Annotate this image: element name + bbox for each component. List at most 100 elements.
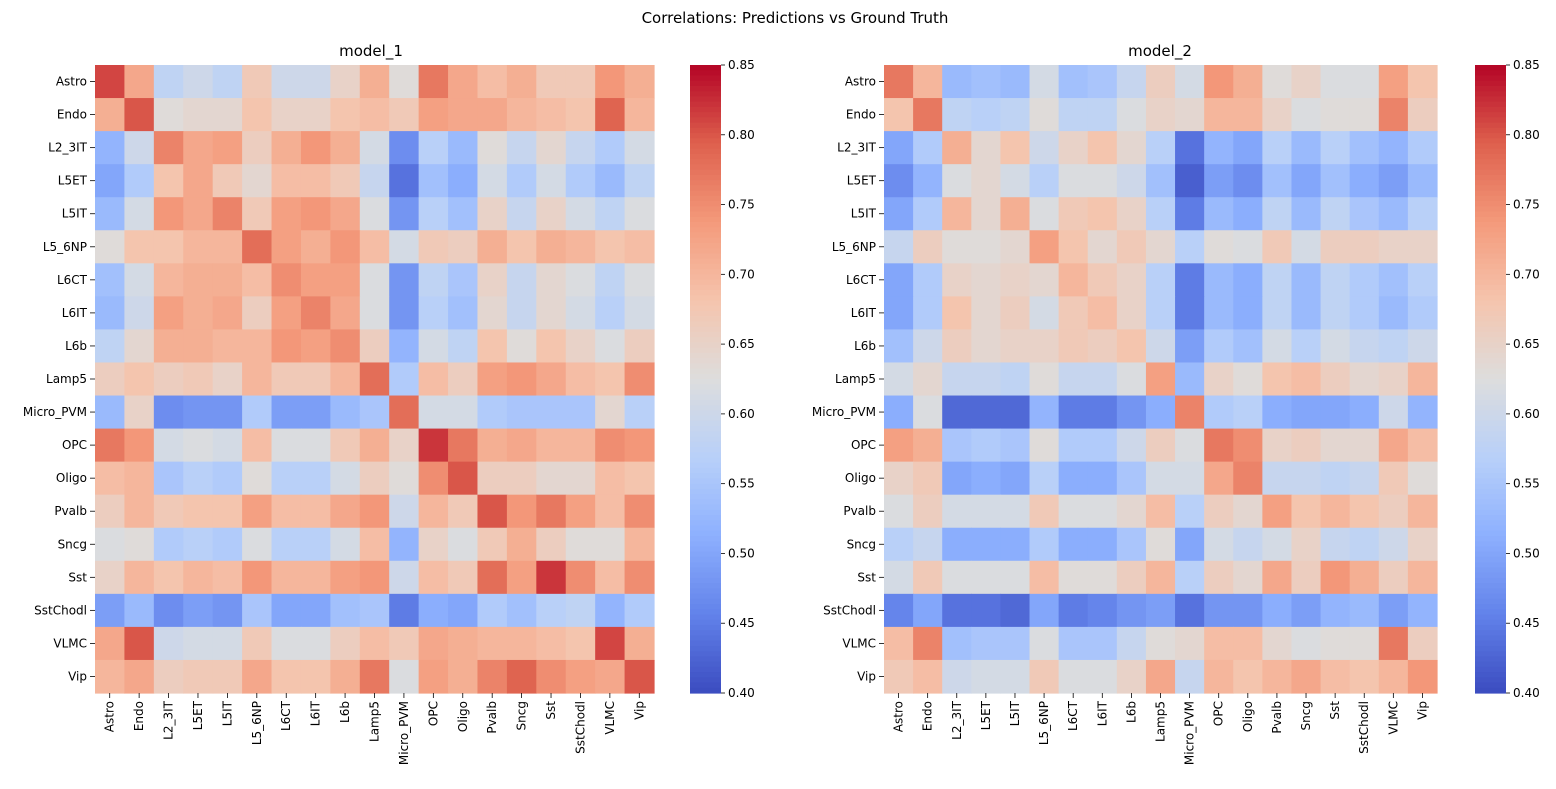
heatmap-cell: [418, 131, 449, 165]
heatmap-cell: [389, 329, 420, 364]
heatmap-cell: [1349, 230, 1380, 264]
heatmap-cell: [624, 659, 655, 694]
heatmap-cell: [183, 263, 214, 297]
heatmap-cell: [1378, 329, 1409, 364]
heatmap-cell: [1145, 395, 1176, 430]
heatmap-cell: [1116, 461, 1147, 496]
heatmap-cell: [212, 296, 243, 331]
heatmap-cell: [1320, 527, 1351, 562]
colorbar-segment: [1475, 290, 1506, 296]
heatmap-cell: [1233, 65, 1263, 99]
heatmap-cell: [506, 65, 537, 99]
heatmap-cell: [1087, 593, 1118, 628]
colorbar-tick-label: 0.75: [728, 198, 755, 212]
colorbar-segment: [690, 342, 721, 349]
heatmap-cell: [95, 131, 126, 165]
heatmap-cell: [1233, 395, 1263, 430]
heatmap-cell: [506, 428, 537, 463]
heatmap-cell: [1233, 329, 1263, 364]
heatmap-cell: [300, 461, 331, 496]
heatmap-cell: [971, 593, 1002, 628]
colorbar-segment: [1475, 133, 1506, 139]
heatmap-cell: [971, 659, 1002, 694]
heatmap-cell: [183, 65, 214, 99]
colorbar-segment: [690, 232, 721, 239]
heatmap-cell: [271, 461, 302, 496]
heatmap-cells-model-2: [884, 65, 1438, 694]
heatmap-cell: [124, 131, 155, 165]
heatmap-cell: [1204, 362, 1234, 397]
heatmap-cell: [884, 395, 914, 430]
row-label-vlmc: VLMC: [842, 636, 876, 650]
colorbar-segment: [690, 515, 721, 521]
heatmap-cell: [212, 329, 243, 364]
colorbar-segment: [690, 499, 721, 506]
heatmap-cell: [624, 296, 655, 331]
heatmap-cell: [595, 395, 626, 430]
heatmap-cell: [536, 131, 567, 165]
heatmap-cell: [942, 263, 972, 297]
heatmap-cell: [271, 395, 302, 430]
heatmap-cell: [1029, 659, 1060, 694]
colorbar-segment: [1475, 85, 1506, 92]
heatmap-cell: [389, 395, 420, 430]
heatmap-cell: [884, 593, 914, 628]
heatmap-row-labels-model-2: Astro Endo L2_3IT L5ET L5IT L5_6NP L6CT L6IT L6b…: [812, 75, 884, 683]
heatmap-cell: [942, 395, 972, 430]
heatmap-cell: [913, 263, 943, 297]
heatmap-title-model-1: model_1: [339, 42, 403, 61]
heatmap-cell: [1029, 362, 1060, 397]
colorbar-segment: [1475, 556, 1506, 563]
heatmap-cell: [359, 98, 390, 132]
heatmap-cell: [1378, 626, 1409, 661]
heatmap-cell: [271, 263, 302, 297]
heatmap-cell: [477, 395, 508, 430]
col-label-oligo: Oligo: [1241, 701, 1255, 732]
heatmap-panel-model-2: model_2 Astro Endo L2_3IT L5ET L5IT L5_6NP L6C…: [812, 42, 1540, 765]
heatmap-cell: [884, 164, 914, 198]
heatmap-cell: [1291, 461, 1322, 496]
heatmap-cell: [1000, 428, 1031, 463]
heatmap-cell: [418, 527, 449, 562]
col-label-vlmc: VLMC: [603, 701, 617, 735]
colorbar-segment: [690, 473, 721, 480]
colorbar-segment: [690, 604, 721, 610]
colorbar-segment: [1475, 426, 1506, 432]
heatmap-cell: [1175, 164, 1205, 198]
colorbar-segment: [1475, 609, 1506, 616]
colorbar-segment: [690, 300, 721, 307]
col-label-l6ct: L6CT: [279, 700, 293, 731]
heatmap-cell: [1204, 98, 1234, 132]
heatmap-cell: [212, 263, 243, 297]
colorbar-segment: [690, 326, 721, 333]
heatmap-cell: [1087, 131, 1118, 165]
heatmap-cell: [1349, 362, 1380, 397]
heatmap-cell: [913, 428, 943, 463]
heatmap-cell: [1291, 230, 1322, 264]
heatmap-cell: [1000, 65, 1031, 99]
heatmap-cell: [1233, 428, 1263, 463]
colorbar-segment: [1475, 258, 1506, 265]
heatmap-cell: [1058, 395, 1089, 430]
colorbar-segment: [1475, 164, 1506, 171]
colorbar-segment: [690, 551, 721, 558]
heatmap-cell: [624, 65, 655, 99]
heatmap-cell: [565, 329, 596, 364]
heatmap-cell: [536, 197, 567, 231]
heatmap-cell: [1349, 461, 1380, 496]
heatmap-cell: [477, 527, 508, 562]
colorbar-segment: [1475, 499, 1506, 506]
heatmap-cell: [95, 98, 126, 132]
heatmap-cell: [971, 527, 1002, 562]
heatmap-cell: [271, 593, 302, 628]
heatmap-cell: [1000, 98, 1031, 132]
heatmap-cell: [506, 494, 537, 529]
heatmap-cell: [1029, 494, 1060, 529]
heatmap-cell: [242, 263, 273, 297]
heatmap-cell: [595, 230, 626, 264]
heatmap-cell: [1291, 560, 1322, 595]
heatmap-cell: [565, 362, 596, 397]
colorbar-segment: [1475, 237, 1506, 244]
colorbar-segment: [1475, 598, 1506, 605]
heatmap-cell: [359, 527, 390, 562]
